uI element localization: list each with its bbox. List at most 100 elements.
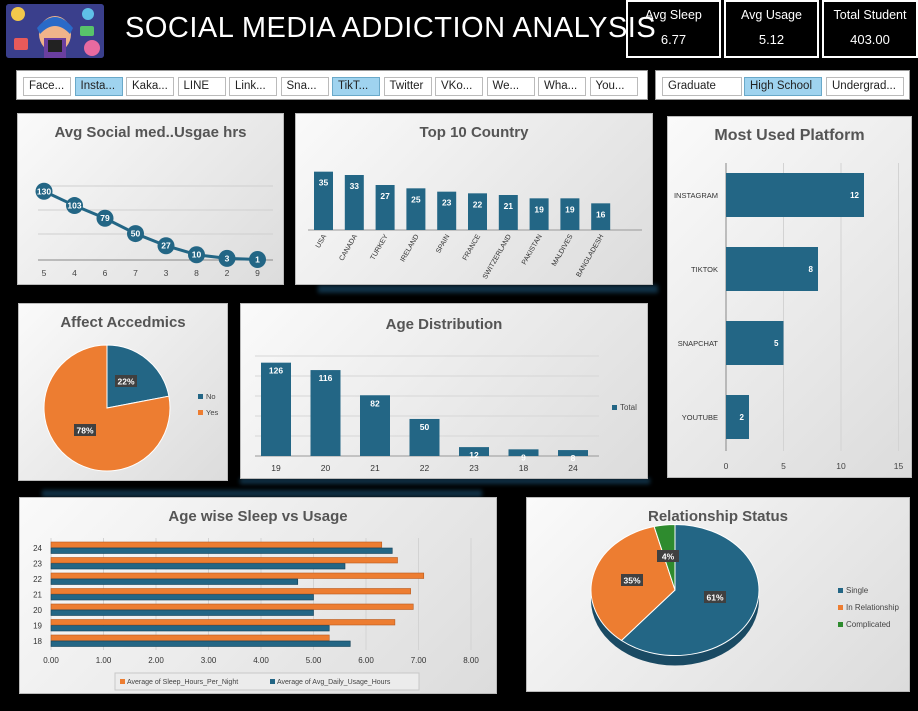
chart-title: Age wise Sleep vs Usage	[168, 508, 348, 525]
bar-sleep	[50, 634, 330, 641]
x-tick-label: BANGLADESH	[575, 234, 605, 279]
slicer-item-line[interactable]: LINE	[177, 77, 226, 96]
x-tick-label: 20	[321, 463, 331, 473]
x-tick-label: SWITZERLAND	[482, 233, 513, 280]
x-tick-label: 7	[133, 268, 138, 278]
legend-swatch	[838, 588, 843, 593]
slicer-item-sna[interactable]: Sna...	[280, 77, 329, 96]
x-tick-label: 6.00	[358, 656, 374, 665]
relationship-panel: Relationship Status 61% 35% 4% Single In Rel…	[526, 497, 910, 692]
legend-swatch	[612, 405, 617, 410]
x-tick-label: 18	[519, 463, 529, 473]
slicer-item-insta[interactable]: Insta...	[74, 77, 123, 96]
data-label: 12	[469, 450, 479, 460]
data-label: 130	[37, 186, 51, 196]
data-label-box	[115, 375, 137, 387]
bar	[508, 449, 539, 456]
kpi-total-student: Total Student 403.00	[822, 0, 918, 58]
y-tick-label: 24	[33, 544, 42, 553]
bar	[409, 418, 440, 456]
x-tick-label: MALDIVES	[551, 233, 575, 267]
legend-swatch	[838, 605, 843, 610]
y-tick-label: YOUTUBE	[682, 413, 718, 422]
data-label: 35%	[623, 576, 640, 586]
data-label: 19	[565, 204, 575, 214]
kpi-value: 5.12	[758, 32, 785, 47]
data-label: 8	[571, 453, 576, 463]
x-tick-label: 5	[42, 268, 47, 278]
chart-title: Relationship Status	[647, 508, 789, 525]
bar-usage	[50, 563, 346, 570]
x-tick-label: 2.00	[148, 656, 164, 665]
bar	[437, 191, 457, 230]
slicer-item-wha[interactable]: Wha...	[538, 77, 586, 96]
x-tick-label: 5	[781, 461, 786, 471]
data-point	[96, 209, 114, 227]
y-tick-label: TIKTOK	[691, 265, 718, 274]
legend-label: No	[206, 392, 216, 401]
slicer-item-twitter[interactable]: Twitter	[383, 77, 432, 96]
chart-title: Most Used Platform	[714, 127, 865, 144]
slicer-item-kaka[interactable]: Kaka...	[126, 77, 174, 96]
bar	[459, 447, 489, 456]
x-tick-label: IRELAND	[399, 234, 420, 264]
slicer-item-tikt[interactable]: TikT...	[332, 77, 380, 96]
legend-label: Yes	[206, 408, 218, 417]
bar	[310, 370, 341, 456]
slicer-item-face[interactable]: Face...	[23, 77, 71, 96]
bar-sleep	[50, 619, 396, 626]
slicer-item-undergrad[interactable]: Undergrad...	[826, 77, 904, 96]
data-label: 3	[225, 253, 230, 263]
x-tick-label: 24	[568, 463, 578, 473]
country-panel: Top 10 Country 35 USA 33 CANADA 27 TURKEY 25 IR…	[295, 113, 653, 285]
data-point	[35, 182, 53, 200]
platform-bar-chart: 0 5 10 15 12 INSTAGRAM 8 TIKTOK 5 SNAPCHAT 2 YOUTUB…	[674, 163, 904, 471]
slicer-item-you[interactable]: You...	[589, 77, 638, 96]
data-label: 1	[255, 254, 260, 264]
bar	[560, 198, 580, 230]
bar-usage	[50, 547, 393, 554]
data-label: 78%	[76, 426, 93, 436]
usage-line-chart: 130 5 103 4 79 6 50 7 27 3 10 8 3 2 1 9	[35, 182, 273, 278]
slicer-item-link[interactable]: Link...	[229, 77, 277, 96]
x-tick-label: USA	[315, 233, 328, 249]
platform-slicer: Face... Insta... Kaka... LINE Link... Sna... T…	[16, 70, 648, 100]
kpi-value: 403.00	[850, 32, 890, 47]
slicer-item-vko[interactable]: VKo...	[435, 77, 483, 96]
x-tick-label: 15	[894, 461, 904, 471]
x-tick-label: FRANCE	[462, 233, 483, 262]
bar-usage	[50, 609, 314, 616]
data-point	[157, 237, 175, 255]
x-tick-label: TURKEY	[370, 233, 390, 261]
pie-slice	[106, 344, 170, 409]
kpi-value: 6.77	[660, 32, 687, 47]
bar	[261, 362, 291, 456]
y-tick-label: SNAPCHAT	[678, 339, 719, 348]
data-label: 10	[192, 250, 202, 260]
data-label: 8	[809, 265, 814, 274]
data-label: 9	[521, 452, 526, 462]
x-tick-label: 8	[194, 268, 199, 278]
bar	[726, 395, 749, 439]
x-tick-label: 4	[72, 268, 77, 278]
data-label: 103	[67, 201, 81, 211]
x-tick-label: 5.00	[306, 656, 322, 665]
legend-swatch	[120, 679, 125, 684]
slicer-item-high-school[interactable]: High School	[744, 77, 822, 96]
dashboard-title: SOCIAL MEDIA ADDICTION ANALYSIS	[125, 12, 657, 44]
x-tick-label: 3	[164, 268, 169, 278]
bar	[498, 195, 518, 230]
slicer-item-we[interactable]: We...	[486, 77, 535, 96]
platform-panel: Most Used Platform 0 5 10 15 12 INSTAGRAM 8 TIK…	[667, 116, 912, 478]
bar-sleep	[50, 572, 425, 579]
data-point	[188, 246, 205, 264]
data-label: 23	[442, 198, 452, 208]
bar-sleep	[50, 588, 411, 595]
legend-swatch	[838, 622, 843, 627]
slicer-item-graduate[interactable]: Graduate	[662, 77, 742, 96]
bar-usage	[50, 640, 351, 647]
y-tick-label: 22	[33, 575, 42, 584]
bar	[406, 188, 426, 230]
country-bar-chart: 35 USA 33 CANADA 27 TURKEY 25 IRELAND 23 SPAIN 22 F…	[308, 171, 642, 280]
sleep-usage-panel: Age wise Sleep vs Usage 0.00 1.00 2.00 3.00…	[19, 497, 497, 694]
